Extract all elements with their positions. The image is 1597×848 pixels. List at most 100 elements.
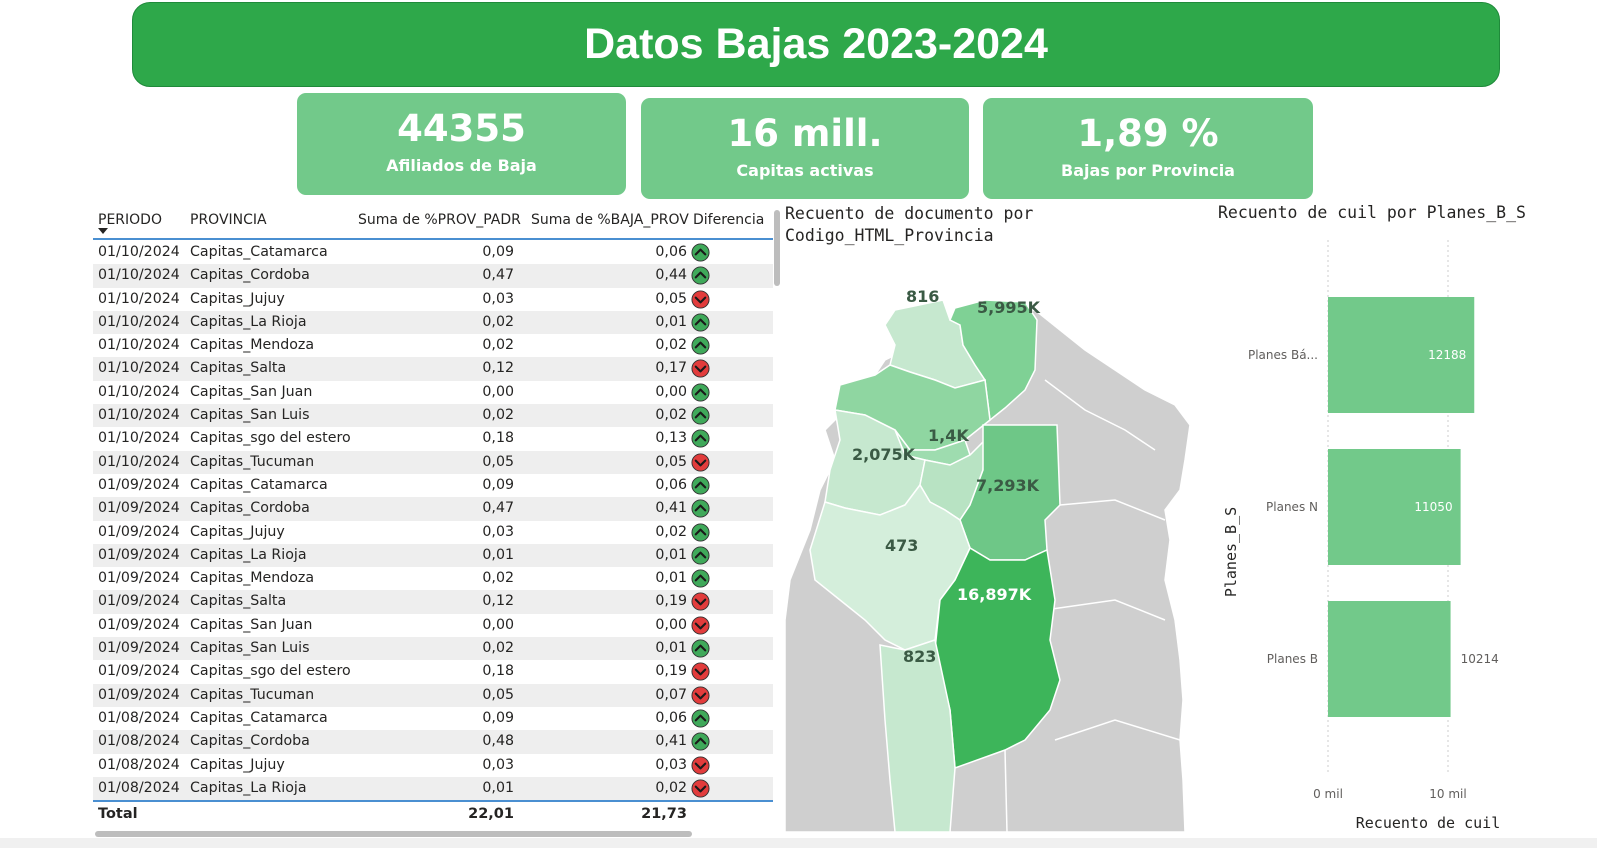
cell-periodo: 01/08/2024 [98, 756, 180, 773]
table-row[interactable]: 01/10/2024 Capitas_Catamarca 0,09 0,06 [93, 241, 773, 264]
bar[interactable] [1328, 601, 1451, 717]
cell-prov-padr: 0,03 [482, 290, 514, 307]
bar[interactable] [1328, 297, 1475, 413]
kpi-card-capitas[interactable]: 16 mill. Capitas activas [641, 98, 969, 199]
table-row[interactable]: 01/10/2024 Capitas_San Juan 0,00 0,00 [93, 381, 773, 404]
bar-series[interactable]: Planes Bá... 12188 Planes N 11050 Planes B 10… [1248, 297, 1499, 717]
cell-prov-padr: 0,47 [482, 500, 514, 517]
cell-periodo: 01/09/2024 [98, 546, 180, 563]
table-row[interactable]: 01/08/2024 Capitas_La Rioja 0,01 0,02 [93, 776, 773, 801]
kpi-value: 16 mill. [727, 112, 883, 155]
cell-periodo: 01/08/2024 [98, 733, 180, 750]
table-vertical-scrollbar[interactable] [774, 210, 780, 286]
table-row[interactable]: 01/09/2024 Capitas_Salta 0,12 0,19 [93, 590, 773, 614]
table-row[interactable]: 01/10/2024 Capitas_Jujuy 0,03 0,05 [93, 288, 773, 311]
cell-prov-padr: 0,02 [482, 640, 514, 657]
cell-baja-prov: 0,06 [655, 244, 687, 260]
cell-baja-prov: 0,06 [655, 709, 687, 726]
header-prov-padr[interactable]: Suma de %PROV_PADR [358, 212, 521, 228]
header-baja-prov[interactable]: Suma de %BAJA_PROV [531, 212, 689, 228]
cell-prov-padr: 0,03 [482, 523, 514, 540]
cell-baja-prov: 0,19 [655, 593, 687, 610]
table-row[interactable]: 01/10/2024 Capitas_Salta 0,12 0,17 [93, 357, 773, 381]
cell-baja-prov: 0,01 [655, 313, 687, 330]
data-table[interactable]: PERIODO PROVINCIA Suma de %PROV_PADR Sum… [93, 204, 773, 840]
cell-prov-padr: 0,01 [482, 546, 514, 563]
cell-periodo: 01/10/2024 [98, 383, 180, 400]
table-row[interactable]: 01/09/2024 Capitas_Cordoba 0,47 0,41 [93, 497, 773, 521]
arrow-up-circle-icon [691, 546, 710, 565]
table-row[interactable]: 01/10/2024 Capitas_Cordoba 0,47 0,44 [93, 264, 773, 288]
cell-periodo: 01/10/2024 [98, 244, 180, 260]
table-row[interactable]: 01/09/2024 Capitas_Catamarca 0,09 0,06 [93, 474, 773, 497]
header-periodo[interactable]: PERIODO [98, 212, 162, 228]
map-label: 823 [903, 647, 936, 666]
bottom-strip [0, 838, 1597, 848]
cell-provincia: Capitas_Jujuy [190, 523, 285, 540]
cell-prov-padr: 0,09 [482, 476, 514, 493]
province-san-luis[interactable] [879, 639, 956, 832]
arrow-up-circle-icon [691, 476, 710, 495]
arrow-up-circle-icon [691, 336, 710, 355]
cell-prov-padr: 0,02 [482, 407, 514, 424]
map-label: 2,075K [852, 445, 916, 464]
cell-prov-padr: 0,48 [482, 733, 514, 750]
table-row[interactable]: 01/08/2024 Capitas_Jujuy 0,03 0,03 [93, 754, 773, 777]
cell-prov-padr: 0,12 [482, 593, 514, 610]
table-horizontal-scrollbar[interactable] [95, 831, 692, 837]
arrow-up-circle-icon [691, 499, 710, 518]
cell-baja-prov: 0,02 [655, 523, 687, 540]
kpi-card-bajas[interactable]: 1,89 % Bajas por Provincia [983, 98, 1313, 199]
map-title-line1: Recuento de documento por [785, 204, 1034, 223]
cell-prov-padr: 0,09 [482, 709, 514, 726]
kpi-value: 1,89 % [1077, 112, 1219, 155]
table-row[interactable]: 01/10/2024 Capitas_Mendoza 0,02 0,02 [93, 334, 773, 357]
kpi-card-afiliados[interactable]: 44355 Afiliados de Baja [297, 93, 626, 195]
cell-periodo: 01/09/2024 [98, 500, 180, 517]
table-row[interactable]: 01/09/2024 Capitas_San Juan 0,00 0,00 [93, 614, 773, 637]
cell-provincia: Capitas_Catamarca [190, 709, 328, 726]
province-map[interactable]: 816 5,995K 1,4K 2,075K 7,293K 473 16,897… [785, 280, 1205, 832]
table-row[interactable]: 01/09/2024 Capitas_Mendoza 0,02 0,01 [93, 567, 773, 590]
table-row[interactable]: 01/10/2024 Capitas_sgo del estero 0,18 0,13 [93, 427, 773, 450]
cell-periodo: 01/10/2024 [98, 407, 180, 424]
sort-desc-icon[interactable] [98, 228, 108, 234]
cell-baja-prov: 0,02 [655, 407, 687, 424]
table-row[interactable]: 01/10/2024 Capitas_Tucuman 0,05 0,05 [93, 450, 773, 474]
arrow-up-circle-icon [691, 732, 710, 751]
cell-periodo: 01/10/2024 [98, 267, 180, 284]
arrow-down-circle-icon [691, 686, 710, 705]
cell-periodo: 01/10/2024 [98, 430, 180, 447]
bar-chart[interactable]: 0 mil 10 mil Planes Bá... 12188 Planes N 110… [1210, 230, 1595, 838]
cell-periodo: 01/10/2024 [98, 360, 180, 377]
table-row[interactable]: 01/09/2024 Capitas_Tucuman 0,05 0,07 [93, 683, 773, 707]
table-row[interactable]: 01/10/2024 Capitas_La Rioja 0,02 0,01 [93, 310, 773, 335]
table-row[interactable]: 01/08/2024 Capitas_Catamarca 0,09 0,06 [93, 707, 773, 730]
header-provincia[interactable]: PROVINCIA [190, 212, 267, 228]
arrow-up-circle-icon [691, 313, 710, 332]
cell-prov-padr: 0,12 [482, 360, 514, 377]
page-title: Datos Bajas 2023-2024 [584, 20, 1048, 68]
arrow-down-circle-icon [691, 359, 710, 379]
arrow-up-circle-icon [691, 429, 710, 448]
cell-provincia: Capitas_Cordoba [190, 500, 310, 517]
province-formosa[interactable] [949, 299, 1038, 422]
cell-baja-prov: 0,02 [655, 337, 687, 354]
kpi-label: Capitas activas [736, 161, 874, 180]
map-label: 7,293K [976, 476, 1040, 495]
cell-baja-prov: 0,00 [655, 616, 687, 633]
header-diferencia[interactable]: Diferencia [693, 212, 765, 228]
x-tick-label: 10 mil [1429, 787, 1466, 801]
bar[interactable] [1328, 449, 1461, 565]
table-row[interactable]: 01/09/2024 Capitas_Jujuy 0,03 0,02 [93, 521, 773, 544]
bar-chart-title: Recuento de cuil por Planes_B_S [1218, 203, 1526, 222]
table-row[interactable]: 01/09/2024 Capitas_sgo del estero 0,18 0,19 [93, 660, 773, 683]
cell-baja-prov: 0,01 [655, 640, 687, 657]
map-title-line2: Codigo_HTML_Provincia [785, 226, 994, 245]
province-cordoba[interactable] [934, 546, 1061, 770]
table-row[interactable]: 01/09/2024 Capitas_San Luis 0,02 0,01 [93, 637, 773, 661]
table-row[interactable]: 01/09/2024 Capitas_La Rioja 0,01 0,01 [93, 543, 773, 568]
table-row[interactable]: 01/08/2024 Capitas_Cordoba 0,48 0,41 [93, 730, 773, 754]
table-row[interactable]: 01/10/2024 Capitas_San Luis 0,02 0,02 [93, 404, 773, 428]
